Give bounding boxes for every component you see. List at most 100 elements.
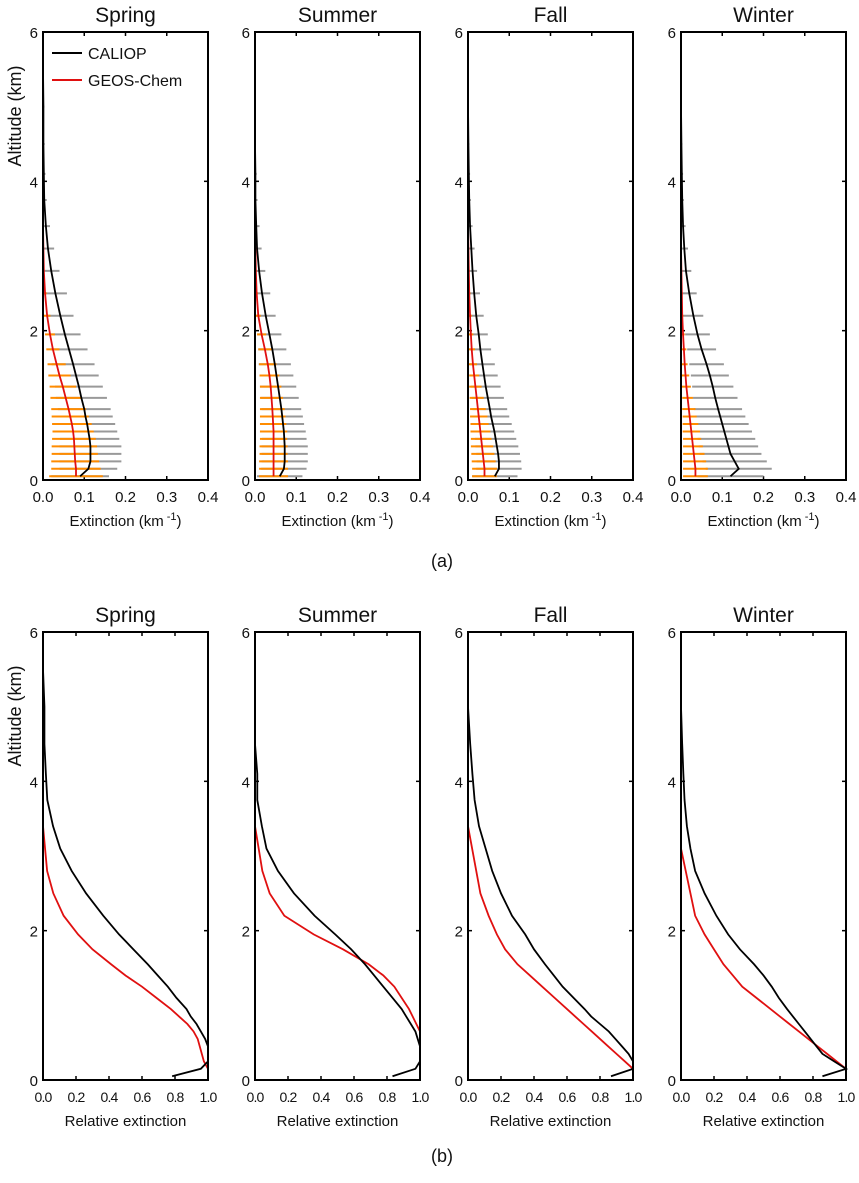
x-tick-label: 0.6 <box>771 1089 789 1105</box>
y-tick-label: 2 <box>668 924 676 941</box>
x-axis-label-close: ) <box>814 513 819 530</box>
panel-title: Fall <box>534 4 568 27</box>
x-axis-label-text: Relative extinction <box>703 1113 825 1130</box>
x-axis-label-text: Relative extinction <box>490 1113 612 1130</box>
y-tick-label: 0 <box>242 1073 250 1090</box>
x-tick-label: 0.0 <box>246 1089 264 1105</box>
x-tick-label: 0.0 <box>671 489 692 506</box>
plot-frame <box>467 631 634 1081</box>
x-tick-label: 0.3 <box>581 489 602 506</box>
x-tick-label: 1.0 <box>624 1089 642 1105</box>
y-tick-label: 4 <box>455 774 463 791</box>
x-tick-label: 0.8 <box>378 1089 396 1105</box>
y-tick-label: 0 <box>30 473 38 490</box>
x-tick-label: 0.4 <box>100 1089 118 1105</box>
x-axis-label: Extinction (km -1) <box>495 511 607 530</box>
y-tick-label: 2 <box>455 324 463 341</box>
x-tick-label: 0.2 <box>327 489 348 506</box>
y-tick-label: 4 <box>668 174 676 191</box>
y-tick-label: 2 <box>668 324 676 341</box>
x-tick-label: 0.4 <box>623 489 644 506</box>
y-tick-label: 4 <box>455 174 463 191</box>
x-axis-label: Relative extinction <box>277 1113 399 1130</box>
y-tick-label: 0 <box>455 473 463 490</box>
x-tick-label: 0.1 <box>74 489 95 506</box>
plot-frame <box>467 31 634 481</box>
y-tick-label: 2 <box>242 924 250 941</box>
y-tick-label: 0 <box>455 1073 463 1090</box>
x-tick-label: 0.2 <box>540 489 561 506</box>
y-tick-label: 6 <box>30 625 38 642</box>
x-axis-label-close: ) <box>601 513 606 530</box>
x-tick-label: 0.3 <box>368 489 389 506</box>
panel-title: Winter <box>733 4 794 27</box>
x-tick-label: 0.8 <box>166 1089 184 1105</box>
x-axis-label: Relative extinction <box>65 1113 187 1130</box>
x-axis-label-close: ) <box>388 513 393 530</box>
x-tick-label: 0.6 <box>133 1089 151 1105</box>
x-axis-label: Extinction (km -1) <box>70 511 182 530</box>
x-tick-label: 0.2 <box>115 489 136 506</box>
geos-chem-line <box>254 632 421 1077</box>
y-tick-label: 2 <box>455 924 463 941</box>
x-tick-label: 0.2 <box>705 1089 723 1105</box>
x-tick-label: 0.4 <box>198 489 219 506</box>
y-tick-label: 4 <box>30 174 38 191</box>
panel-winter: Winter 0 2 4 6 0.0 0.2 0.4 0.6 0.8 1.0 Relative ext… <box>668 604 857 1130</box>
y-axis-label: Altitude (km) <box>5 65 25 166</box>
x-tick-label: 0.0 <box>458 489 479 506</box>
y-tick-label: 6 <box>242 25 250 42</box>
legend-caliop-label: CALIOP <box>88 46 147 63</box>
x-tick-label: 0.3 <box>156 489 177 506</box>
plot-frame <box>254 31 421 481</box>
x-axis-label-text: Extinction (km <box>70 513 164 530</box>
y-axis-label: Altitude (km) <box>5 665 25 766</box>
x-tick-label: 0.6 <box>345 1089 363 1105</box>
y-tick-label: 6 <box>242 625 250 642</box>
y-tick-label: 2 <box>30 324 38 341</box>
y-tick-label: 6 <box>455 25 463 42</box>
x-axis-label: Extinction (km -1) <box>708 511 820 530</box>
x-tick-label: 0.4 <box>738 1089 756 1105</box>
x-tick-label: 0.1 <box>286 489 307 506</box>
x-axis-label-text: Extinction (km <box>495 513 589 530</box>
y-tick-label: 0 <box>30 1073 38 1090</box>
figure-panel-label: (b) <box>431 1146 453 1166</box>
y-tick-label: 4 <box>668 774 676 791</box>
x-axis-label-sup: -1 <box>805 511 815 523</box>
panel-title: Winter <box>733 604 794 627</box>
x-axis-label-sup: -1 <box>167 511 177 523</box>
caliop-line <box>467 632 634 1078</box>
panel-fall: Fall 0 2 4 6 0.0 0.2 0.4 0.6 0.8 1.0 Relative extin… <box>455 604 644 1130</box>
plot-frame <box>42 31 209 481</box>
x-tick-label: 0.0 <box>672 1089 690 1105</box>
plot-frame <box>42 631 209 1081</box>
x-tick-label: 0.0 <box>245 489 266 506</box>
x-tick-label: 0.3 <box>794 489 815 506</box>
panel-title: Summer <box>298 4 377 27</box>
panel-winter: Winter 0 2 4 6 0.0 0.1 0.2 0.3 0.4 Extinction (km -… <box>668 4 857 530</box>
x-tick-label: 0.4 <box>836 489 857 506</box>
panel-title: Spring <box>95 4 156 27</box>
x-tick-label: 0.2 <box>753 489 774 506</box>
geos-chem-line <box>467 632 634 1077</box>
figure-panel-label: (a) <box>431 551 453 571</box>
x-tick-label: 0.1 <box>712 489 733 506</box>
x-axis-label-text: Extinction (km <box>282 513 376 530</box>
x-tick-label: 0.0 <box>33 489 54 506</box>
legend: CALIOP GEOS-Chem <box>52 46 182 90</box>
x-tick-label: 0.8 <box>804 1089 822 1105</box>
y-tick-label: 6 <box>30 25 38 42</box>
legend-geos-label: GEOS-Chem <box>88 73 182 90</box>
caliop-line <box>680 632 849 1078</box>
panel-title: Spring <box>95 604 156 627</box>
y-tick-label: 4 <box>242 774 250 791</box>
plot-frame <box>680 31 847 481</box>
x-axis-label: Extinction (km -1) <box>282 511 394 530</box>
x-axis-label-text: Relative extinction <box>65 1113 187 1130</box>
geos-chem-line <box>42 632 209 1077</box>
x-tick-label: 0.2 <box>279 1089 297 1105</box>
geos-chem-line <box>680 632 847 1077</box>
y-tick-label: 6 <box>668 625 676 642</box>
